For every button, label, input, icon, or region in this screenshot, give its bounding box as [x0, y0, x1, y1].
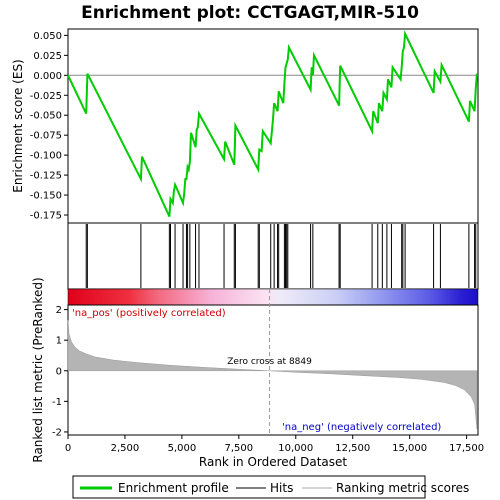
rank-gradient-bar — [67, 288, 479, 306]
es-ytick-label: 0.050 — [33, 31, 62, 42]
metric-y-label: Ranked list metric (PreRanked) — [31, 277, 45, 462]
enrichment-profile-line — [67, 30, 478, 218]
chart-legend: Enrichment profile Hits Ranking metric s… — [72, 475, 469, 499]
es-ytick-label: -0.100 — [30, 151, 62, 162]
xtick-label: 17,500 — [449, 443, 484, 454]
legend-ranking-metric: Ranking metric scores — [336, 481, 469, 495]
chart-title: Enrichment plot: CCTGAGT,MIR-510 — [81, 3, 419, 23]
xtick-label: 7,500 — [225, 443, 254, 454]
metric-ytick-label: 1 — [56, 336, 62, 347]
es-ytick-label: -0.175 — [30, 211, 62, 222]
legend-frame — [72, 475, 426, 499]
positive-correlation-label: 'na_pos' (positively correlated) — [72, 308, 226, 319]
negative-correlation-label: 'na_neg' (negatively correlated) — [282, 422, 441, 433]
hit-markers — [85, 224, 477, 288]
es-ytick-label: 0.000 — [33, 71, 62, 82]
xtick-label: 2,500 — [111, 443, 140, 454]
metric-ytick-label: 0 — [56, 366, 62, 377]
es-ytick-label: 0.025 — [33, 51, 62, 62]
xtick-label: 12,500 — [335, 443, 370, 454]
rank-x-axis: 0 2,500 5,000 7,500 10,000 12,500 15,000 17,500 — [65, 435, 484, 454]
es-ytick-label: -0.150 — [30, 191, 62, 202]
metric-ytick-label: -1 — [52, 397, 62, 408]
metric-ytick-label: 2 — [56, 305, 62, 316]
enrichment-score-panel: 0.050 0.025 0.000 -0.025 -0.050 -0.075 -0.100 -… — [11, 28, 479, 224]
legend-hits: Hits — [270, 481, 293, 495]
es-ytick-label: -0.075 — [30, 131, 62, 142]
ranking-metric-area — [67, 320, 478, 429]
legend-enrichment-profile: Enrichment profile — [118, 481, 229, 495]
metric-y-axis: 2 1 0 -1 -2 — [52, 305, 68, 438]
zero-cross-label: Zero cross at 8849 — [227, 357, 312, 367]
ranked-metric-panel: Zero cross at 8849 'na_pos' (positively … — [31, 277, 484, 469]
hits-panel — [67, 222, 479, 290]
metric-ytick-label: -2 — [52, 427, 62, 438]
xtick-label: 15,000 — [392, 443, 427, 454]
es-ytick-label: -0.025 — [30, 91, 62, 102]
rank-x-label: Rank in Ordered Dataset — [199, 455, 347, 469]
hits-panel-frame — [67, 222, 479, 290]
xtick-label: 5,000 — [168, 443, 197, 454]
xtick-label: 10,000 — [278, 443, 313, 454]
es-ytick-label: -0.125 — [30, 171, 62, 182]
xtick-label: 0 — [65, 443, 71, 454]
es-y-label: Enrichment score (ES) — [11, 59, 25, 192]
es-y-axis: 0.050 0.025 0.000 -0.025 -0.050 -0.075 -0.100 -… — [30, 31, 68, 222]
gradient-strip — [67, 288, 479, 306]
es-ytick-label: -0.050 — [30, 111, 62, 122]
